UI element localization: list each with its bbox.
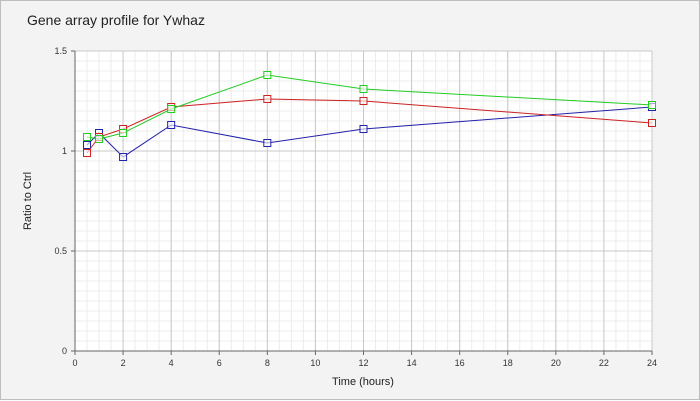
series-group	[83, 71, 656, 161]
x-tick-label: 6	[217, 358, 222, 368]
x-tick-label: 4	[169, 358, 174, 368]
data-point	[119, 153, 128, 161]
data-point	[648, 119, 656, 127]
x-tick-label: 18	[503, 358, 513, 368]
x-tick-label: 2	[121, 358, 126, 368]
series-3	[83, 71, 656, 143]
x-tick-label: 22	[599, 358, 609, 368]
data-point	[83, 149, 92, 157]
data-point	[167, 121, 176, 129]
y-tick-label: 1	[62, 146, 67, 156]
x-tick-label: 24	[647, 358, 657, 368]
x-tick-labels: 0 2 4 6 8 10 12 14 16 18 20 22 24	[72, 351, 657, 368]
x-tick-label: 8	[265, 358, 270, 368]
x-tick-label: 14	[407, 358, 417, 368]
data-point	[83, 141, 92, 149]
x-tick-label: 0	[72, 358, 77, 368]
y-axis-label: Ratio to Ctrl	[22, 172, 34, 230]
data-point	[83, 133, 92, 141]
x-tick-label: 12	[358, 358, 368, 368]
chart-title: Gene array profile for Ywhaz	[27, 12, 205, 28]
x-tick-label: 20	[551, 358, 561, 368]
data-point	[95, 135, 104, 143]
data-point	[263, 95, 272, 103]
x-axis-label: Time (hours)	[332, 376, 394, 388]
data-point	[359, 85, 368, 93]
data-point	[359, 125, 368, 133]
y-tick-label: 0	[62, 346, 67, 356]
x-tick-label: 16	[455, 358, 465, 368]
data-point	[119, 129, 128, 137]
data-point	[263, 139, 272, 147]
data-point	[648, 101, 656, 109]
data-point	[359, 97, 368, 105]
x-tick-label: 10	[310, 358, 320, 368]
data-point	[263, 71, 272, 79]
y-tick-label: 1.5	[54, 46, 67, 56]
data-point	[167, 105, 176, 113]
y-tick-labels: 0 0.5 1 1.5	[54, 46, 75, 356]
y-tick-label: 0.5	[54, 246, 67, 256]
